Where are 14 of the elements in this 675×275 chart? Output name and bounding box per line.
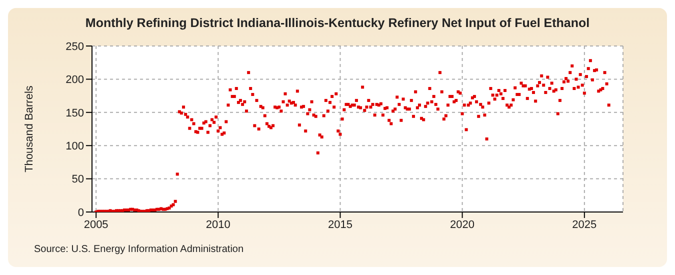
chart-title: Monthly Refining District Indiana-Illinois-Kentucky Refinery Net Input of Fuel Ethanol <box>84 16 591 30</box>
y-tick-label: 250 <box>66 40 84 53</box>
x-tick-label: 2025 <box>572 218 597 231</box>
y-tick-label: 100 <box>66 140 84 153</box>
y-axis-title: Thousand Barrels <box>23 86 36 172</box>
x-tick-label: 2020 <box>450 218 475 231</box>
y-tick-label: 150 <box>66 107 84 120</box>
x-tick-label: 2015 <box>328 218 352 231</box>
y-tick-label: 200 <box>66 74 84 86</box>
y-tick-label: 0 <box>78 206 84 219</box>
x-tick-label: 2005 <box>84 218 108 231</box>
x-tick-label: 2010 <box>206 218 230 231</box>
source-note: Source: U.S. Energy Information Administration <box>34 244 244 255</box>
y-tick-label: 50 <box>72 174 84 186</box>
